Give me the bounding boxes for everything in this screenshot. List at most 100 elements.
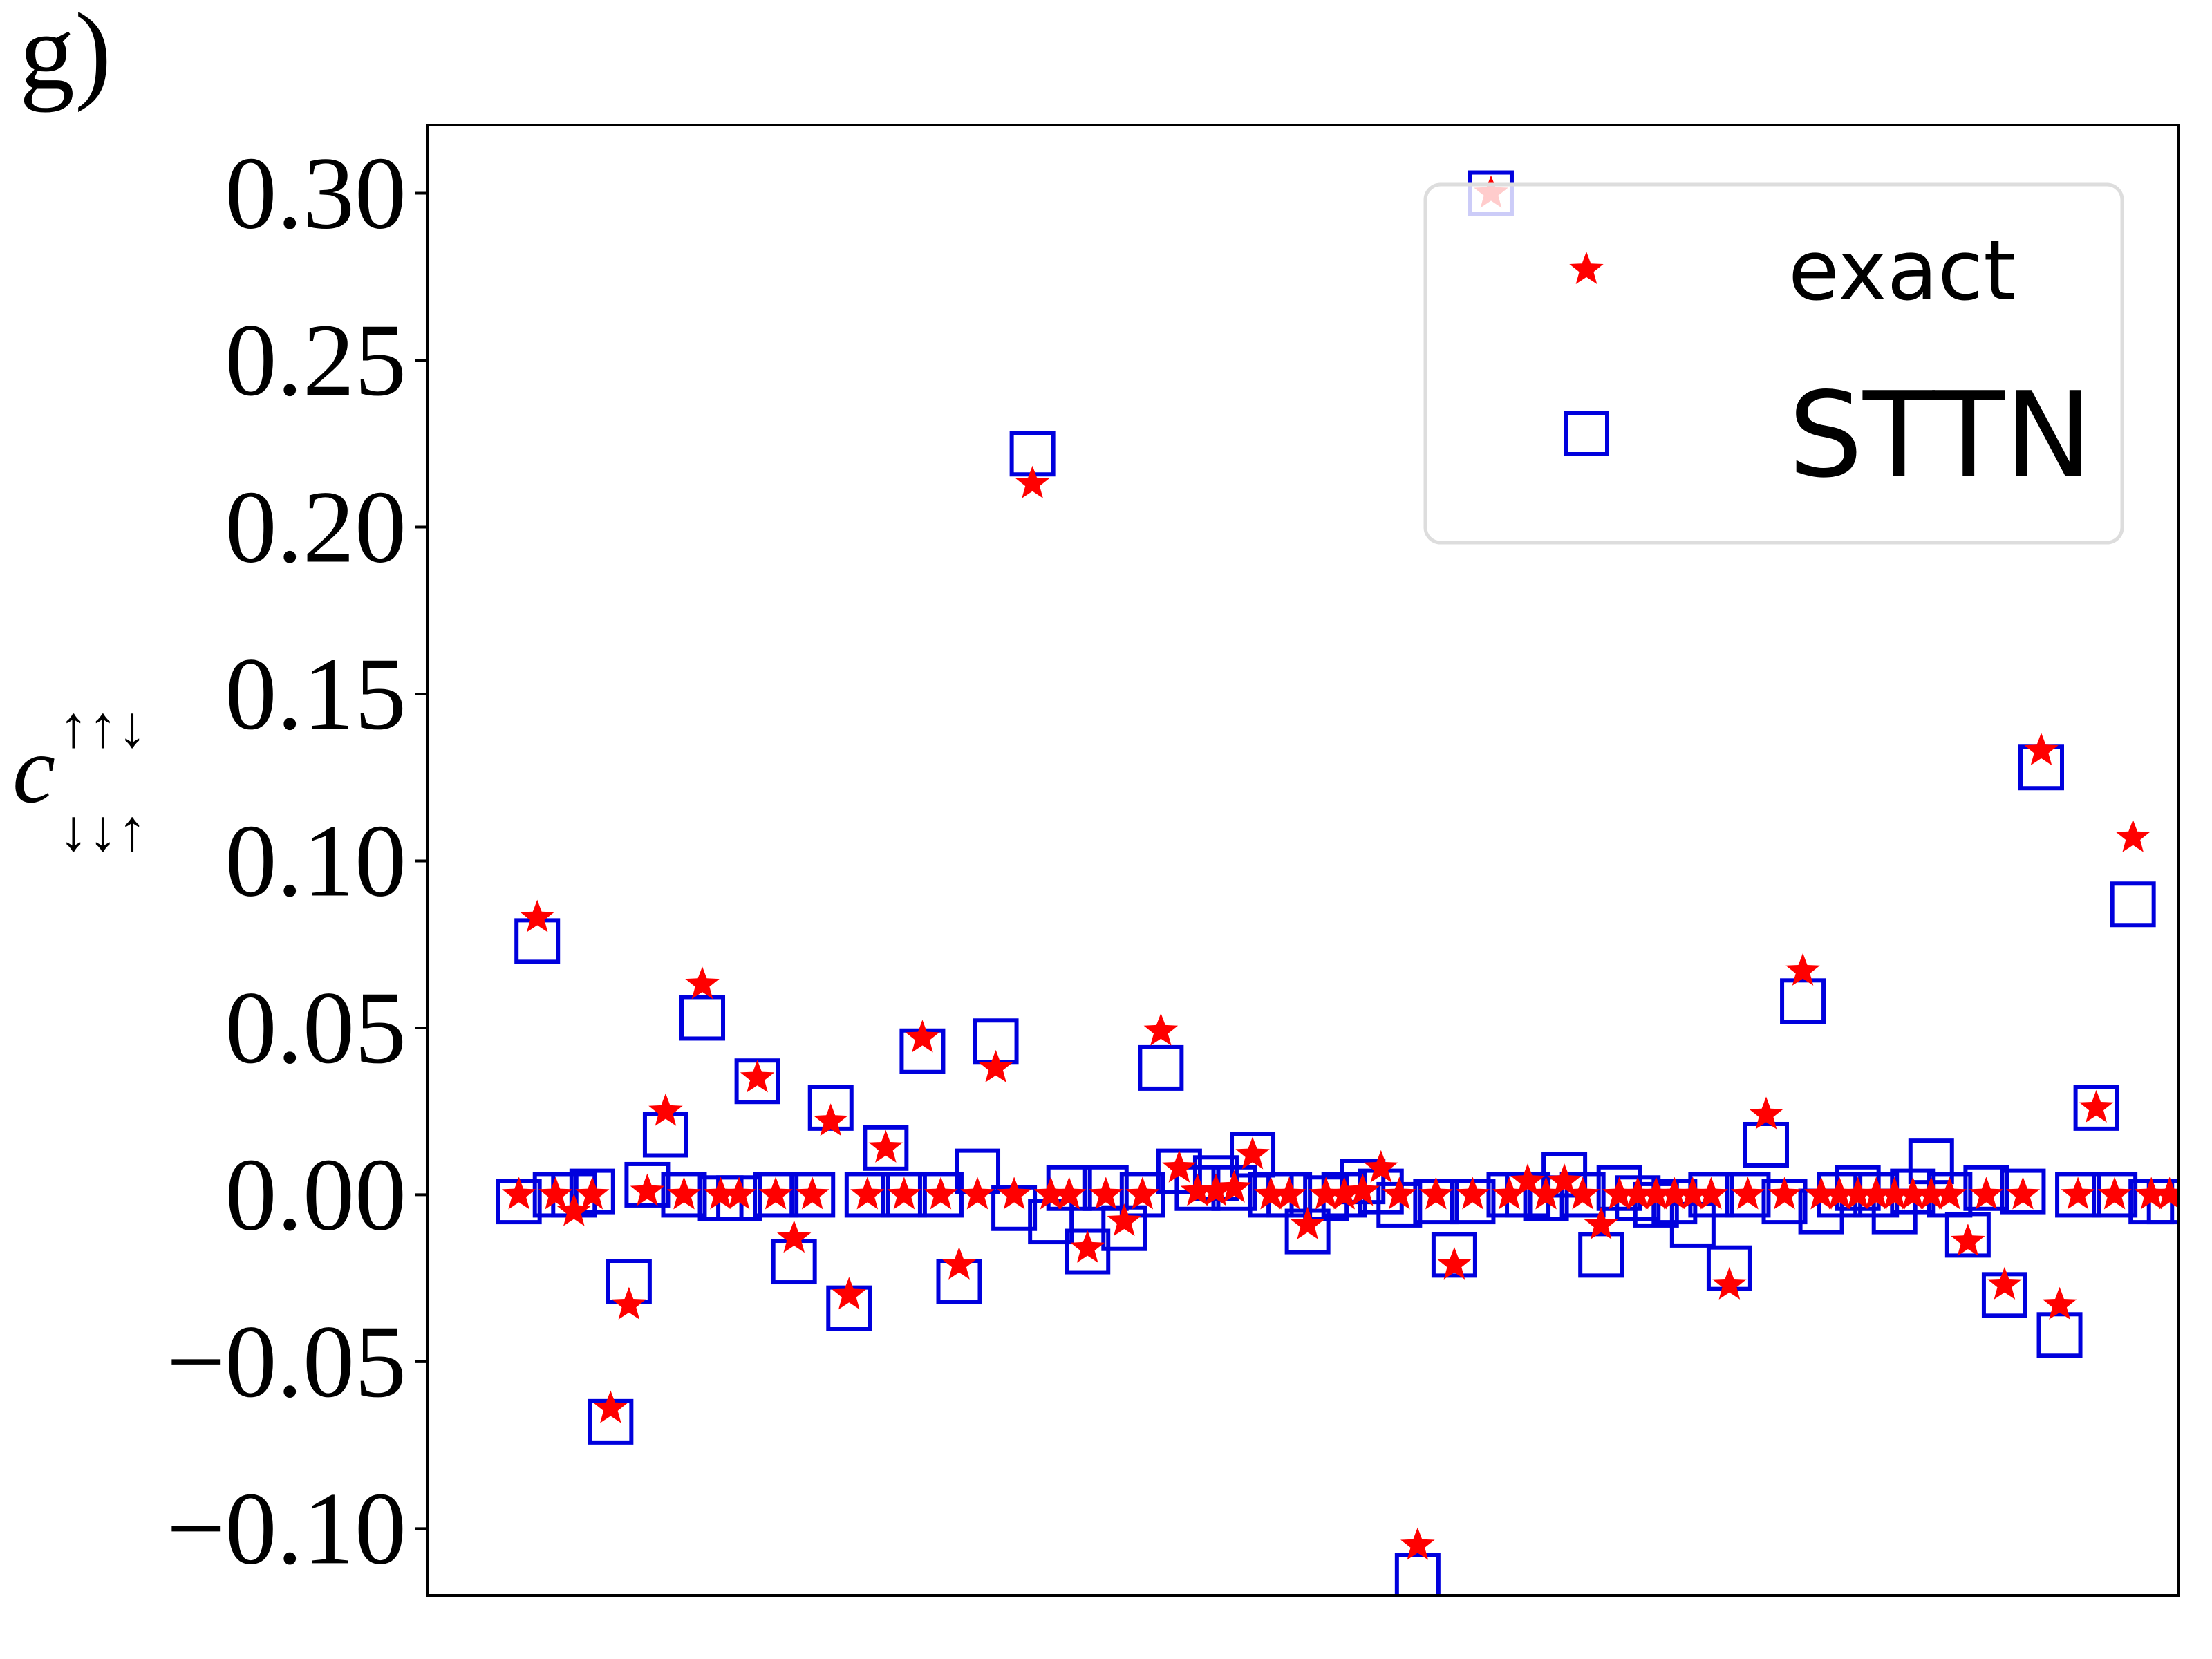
point — [556, 1193, 591, 1226]
y-label-sup: ↑↑↓ — [59, 695, 147, 760]
point — [740, 1060, 775, 1093]
point — [1143, 1013, 1179, 1046]
point — [960, 1177, 995, 1210]
legend-label: STTN — [1788, 367, 2092, 504]
point — [1565, 1177, 1600, 1210]
point — [1400, 1527, 1435, 1560]
point — [1780, 978, 1826, 1024]
point — [1620, 1177, 1655, 1210]
point — [1455, 1177, 1490, 1210]
point — [1125, 1177, 1160, 1210]
point — [1803, 1177, 1839, 1210]
point — [758, 1177, 793, 1210]
point — [2005, 1177, 2041, 1210]
point — [1725, 1172, 1771, 1218]
point — [569, 1168, 615, 1215]
point — [2036, 1312, 2083, 1358]
point — [685, 966, 720, 1000]
point — [905, 1020, 940, 1053]
point — [850, 1177, 885, 1210]
point — [2055, 1172, 2101, 1218]
point — [1767, 1177, 1802, 1210]
point — [997, 1177, 1031, 1210]
point — [1602, 1177, 1637, 1210]
point — [1559, 1172, 1606, 1218]
point — [630, 1173, 665, 1206]
point — [612, 1286, 646, 1320]
point — [1272, 1177, 1306, 1210]
point — [978, 1049, 1013, 1082]
point — [1895, 1177, 1930, 1210]
point — [501, 1177, 536, 1210]
point — [2153, 1177, 2179, 1210]
point — [1162, 1150, 1197, 1183]
point — [1070, 1230, 1105, 1263]
point — [1528, 1177, 1564, 1210]
y-tick-label: 0.30 — [225, 136, 407, 251]
point — [1418, 1177, 1454, 1210]
point — [2079, 1089, 2114, 1123]
point — [2042, 1286, 2077, 1320]
point — [1963, 1165, 2009, 1211]
point — [1578, 1232, 1624, 1278]
y-tick-label: 0.15 — [225, 637, 407, 751]
point — [1877, 1177, 1912, 1210]
point — [1345, 1173, 1380, 1206]
point — [924, 1177, 958, 1210]
point — [1944, 1212, 1991, 1258]
point — [1327, 1177, 1362, 1210]
legend-label: exact — [1788, 223, 2016, 319]
legend-marker — [1569, 252, 1604, 284]
point — [1547, 1163, 1582, 1197]
point — [2110, 881, 2156, 928]
point — [1235, 1136, 1270, 1170]
point — [1743, 1121, 1789, 1168]
point — [1431, 1232, 1477, 1278]
panel-label: g) — [19, 0, 111, 113]
point — [722, 1177, 756, 1210]
point — [1712, 1266, 1747, 1300]
point — [814, 1103, 848, 1136]
point — [887, 1177, 921, 1210]
point — [881, 1172, 927, 1218]
point — [1217, 1170, 1252, 1203]
point — [2000, 1168, 2046, 1215]
point — [1253, 1177, 1288, 1210]
point — [917, 1172, 964, 1218]
point — [1932, 1177, 1967, 1210]
point — [2092, 1172, 2138, 1218]
point — [1052, 1177, 1087, 1210]
point — [1785, 953, 1820, 986]
point — [863, 1125, 909, 1171]
y-tick-label: −0.10 — [167, 1471, 406, 1586]
series-star — [501, 175, 2179, 1560]
y-axis-label: c ↑↑↓ ↓↓↑ — [12, 695, 147, 863]
point — [1015, 465, 1050, 498]
point — [703, 1177, 738, 1210]
point — [1199, 1173, 1233, 1206]
y-tick-label: 0.05 — [225, 971, 407, 1085]
point — [624, 1161, 671, 1208]
point — [520, 899, 554, 932]
point — [1382, 1177, 1416, 1210]
point — [679, 995, 726, 1041]
point — [2024, 733, 2059, 766]
point — [1749, 1096, 1783, 1130]
y-tick-label: 0.20 — [225, 469, 407, 584]
point — [789, 1172, 836, 1218]
point — [2061, 1177, 2095, 1210]
point — [1033, 1177, 1068, 1210]
point — [593, 1390, 628, 1423]
point — [1822, 1177, 1857, 1210]
point — [1309, 1177, 1343, 1210]
legend-marker — [1564, 411, 1609, 456]
point — [661, 1172, 707, 1218]
point — [1840, 1177, 1875, 1210]
point — [575, 1177, 610, 1210]
legend: exact STTN — [1423, 182, 2124, 545]
point — [777, 1220, 812, 1253]
y-tick-label: 0.00 — [225, 1137, 407, 1252]
point — [1180, 1173, 1215, 1206]
